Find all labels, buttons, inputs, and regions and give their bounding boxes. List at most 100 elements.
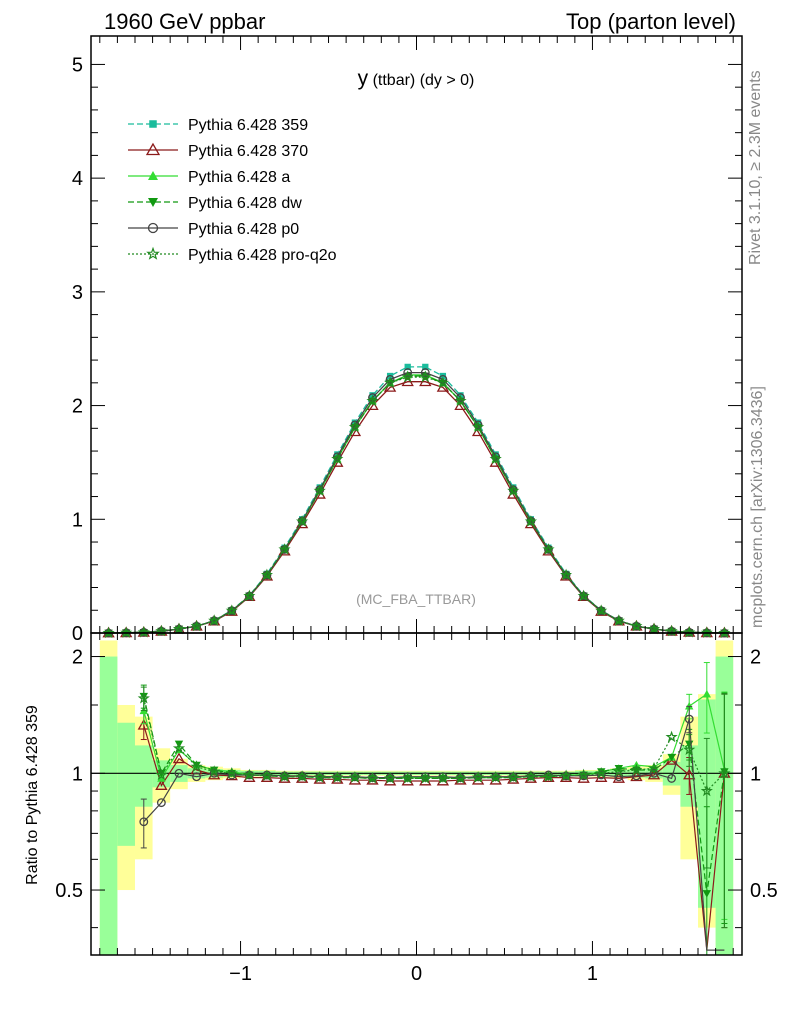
x-tick-label: 0 — [411, 963, 422, 985]
star-open-marker — [313, 771, 326, 783]
star-open-marker — [542, 543, 555, 555]
star-open-marker — [577, 589, 590, 602]
star-open-marker — [146, 246, 160, 260]
circle-open-marker — [227, 770, 237, 780]
rivet-label: Rivet 3.1.10, ≥ 2.3M events — [747, 70, 764, 265]
triangle-marker — [702, 689, 712, 698]
legend-entry: Pythia 6.428 370 — [128, 142, 308, 160]
star-open-marker — [348, 420, 361, 433]
star-open-marker — [612, 614, 625, 626]
star-open-marker — [172, 622, 186, 635]
star-open-marker — [700, 784, 713, 797]
star-open-marker — [190, 760, 203, 772]
star-open-marker — [507, 771, 520, 783]
square-marker — [404, 363, 411, 371]
y-tick-label: 0 — [72, 623, 83, 645]
circle-open-marker — [192, 772, 201, 782]
star-open-marker — [366, 394, 379, 407]
star-open-marker — [225, 766, 238, 779]
square-marker — [422, 363, 429, 371]
series-line — [108, 376, 725, 634]
star-open-marker — [137, 692, 150, 704]
star-open-marker — [595, 766, 608, 779]
triangle-open-marker — [145, 142, 161, 156]
star-open-marker — [366, 772, 379, 784]
ratio-panel-series — [137, 662, 731, 956]
star-open-marker — [384, 772, 397, 784]
legend-label: Pythia 6.428 a — [188, 169, 290, 186]
star-open-marker — [595, 604, 608, 616]
triangle-open-marker — [683, 768, 696, 780]
star-open-marker — [472, 420, 485, 433]
star-open-marker — [243, 589, 256, 602]
main-panel-ticks: 0 1 2 3 4 5 — [72, 36, 742, 645]
star-open-marker — [630, 763, 643, 776]
legend-label: Pythia 6.428 359 — [188, 117, 308, 134]
ratio-y-axis-label: Ratio to Pythia 6.428 359 — [24, 705, 41, 885]
legend-entry: Pythia 6.428 dw — [128, 195, 302, 212]
star-open-marker — [700, 626, 713, 638]
triangle-marker — [148, 171, 158, 180]
star-open-marker — [419, 370, 432, 383]
circle-open-marker — [156, 798, 166, 808]
star-open-marker — [208, 614, 221, 626]
circle-open-marker — [174, 768, 184, 778]
star-open-marker — [172, 741, 186, 754]
legend-label: Pythia 6.428 p0 — [188, 221, 299, 238]
ratio-y-tick-label: 2 — [72, 647, 83, 669]
green-uncertainty-band — [117, 722, 135, 846]
star-open-marker — [208, 765, 221, 777]
star-open-marker — [401, 370, 414, 383]
triangle-down-marker — [597, 768, 606, 776]
triangle-down-marker — [667, 753, 676, 762]
triangle-open-marker — [612, 772, 625, 783]
triangle-open-marker — [155, 779, 168, 790]
star-open-marker — [120, 626, 133, 638]
star-open-marker — [225, 604, 238, 616]
star-open-marker — [489, 452, 502, 465]
green-uncertainty-band — [99, 656, 118, 955]
y-tick-label: 5 — [72, 54, 83, 76]
triangle-down-marker — [148, 198, 158, 207]
star-open-marker — [524, 770, 537, 782]
star-open-marker — [190, 619, 203, 632]
circle-open-marker — [385, 374, 395, 384]
legend-entry: Pythia 6.428 p0 — [128, 221, 299, 238]
star-open-marker — [665, 730, 678, 743]
ratio-y-tick-label: 1 — [72, 763, 83, 785]
legend-label: Pythia 6.428 pro-q2o — [188, 247, 337, 264]
star-open-marker — [507, 484, 520, 497]
star-open-marker — [436, 772, 449, 784]
star-open-marker — [647, 622, 661, 635]
y-tick-label: 1 — [72, 509, 83, 531]
title-qualifier: (ttbar) (dy > 0) — [368, 72, 474, 89]
star-open-marker — [419, 772, 432, 784]
x-tick-label: 1 — [587, 963, 598, 985]
star-open-marker — [647, 761, 661, 774]
legend-label: Pythia 6.428 370 — [188, 143, 308, 160]
series-line — [108, 371, 725, 634]
star-open-marker — [454, 772, 467, 784]
legend-entry: Pythia 6.428 a — [128, 169, 290, 186]
triangle-marker — [685, 701, 694, 710]
star-open-marker — [331, 452, 344, 465]
header-right-label: Top (parton level) — [566, 9, 736, 34]
circle-open-marker — [684, 714, 694, 724]
circle-open-marker — [420, 368, 430, 378]
star-open-marker — [542, 770, 555, 782]
star-open-marker — [260, 769, 273, 782]
legend: Pythia 6.428 359 Pythia 6.428 370 Pythia 6… — [128, 117, 337, 264]
triangle-open-marker — [172, 752, 186, 764]
star-open-marker — [243, 768, 256, 781]
triangle-down-marker — [702, 890, 712, 898]
ratio-line — [143, 725, 725, 951]
legend-entry: Pythia 6.428 359 — [128, 117, 308, 134]
star-open-marker — [155, 768, 168, 781]
circle-open-marker — [209, 768, 219, 778]
circle-open-marker — [147, 222, 159, 234]
star-open-marker — [524, 515, 537, 527]
ratio-series-star-open — [137, 686, 731, 929]
star-open-marker — [436, 376, 449, 389]
